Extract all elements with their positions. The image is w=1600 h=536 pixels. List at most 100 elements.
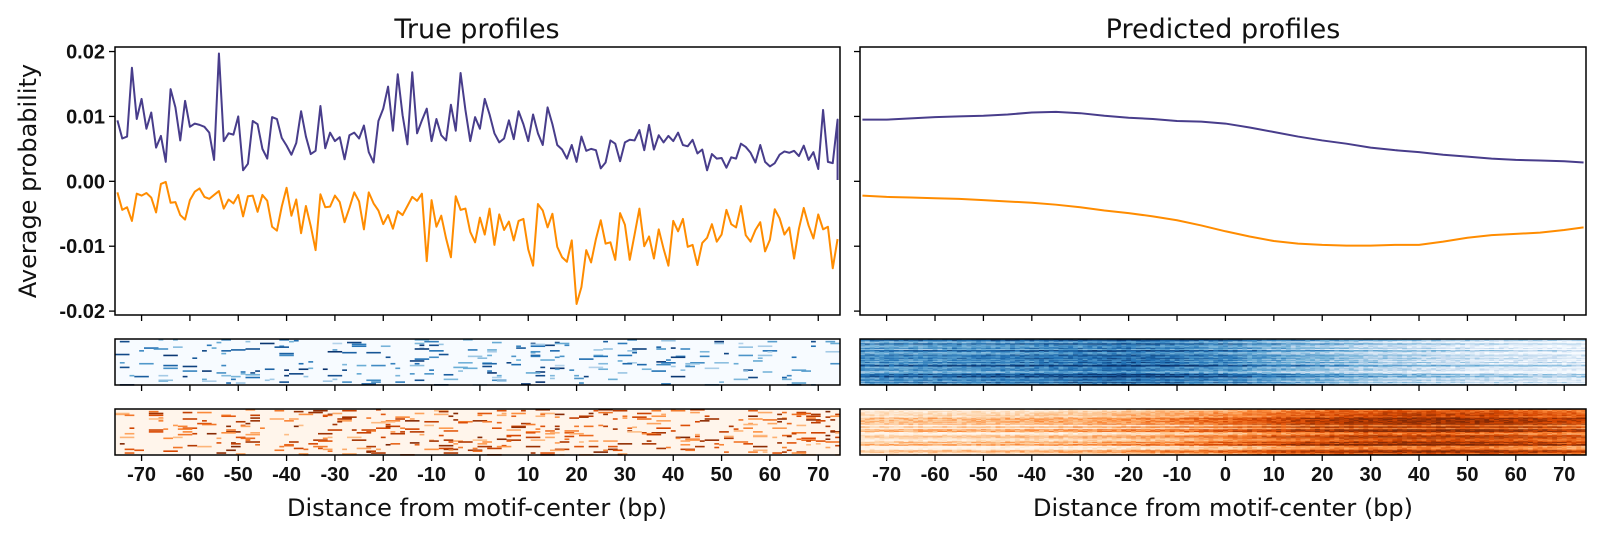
right-positive-heatmap-cell: [1024, 362, 1030, 364]
right-positive-heatmap-cell: [1411, 343, 1417, 345]
right-positive-heatmap-cell: [1029, 350, 1035, 352]
right-positive-heatmap-cell: [1242, 356, 1248, 358]
right-positive-heatmap-cell: [932, 342, 938, 344]
right-positive-heatmap-cell: [1465, 345, 1471, 347]
right-positive-heatmap-cell: [1213, 341, 1219, 343]
right-positive-heatmap-cell: [1440, 362, 1447, 364]
right-positive-heatmap-cell: [1377, 343, 1384, 345]
right-positive-heatmap-cell: [1373, 352, 1379, 355]
right-positive-heatmap-cell: [1537, 352, 1543, 355]
right-positive-heatmap-cell: [1111, 347, 1117, 349]
right-positive-heatmap-cell: [1431, 348, 1437, 350]
right-positive-heatmap-cell: [1145, 350, 1151, 353]
right-positive-heatmap-cell: [1285, 352, 1292, 355]
right-positive-heatmap-cell: [1256, 355, 1263, 357]
right-positive-heatmap-cell: [1164, 344, 1171, 346]
right-positive-heatmap-cell: [1435, 348, 1442, 350]
right-positive-heatmap-cell: [1392, 344, 1398, 346]
right-positive-heatmap-cell: [1005, 342, 1011, 344]
right-positive-heatmap-cell: [879, 353, 885, 355]
right-positive-heatmap-cell: [1281, 358, 1287, 360]
right-positive-heatmap-cell: [903, 347, 909, 349]
right-positive-heatmap-cell: [1271, 356, 1277, 358]
right-positive-heatmap-cell: [1082, 353, 1088, 355]
right-positive-heatmap-cell: [1043, 343, 1050, 345]
left-negative-heatmap-cell: [579, 415, 594, 418]
right-positive-heatmap-cell: [922, 355, 929, 357]
left-positive-heatmap-cell: [182, 370, 198, 372]
right-positive-heatmap-cell: [1455, 356, 1461, 358]
right-positive-heatmap-cell: [1373, 361, 1379, 363]
right-positive-heatmap-cell: [1019, 341, 1025, 343]
right-positive-heatmap-cell: [1005, 362, 1011, 365]
right-positive-heatmap-cell: [1285, 358, 1292, 360]
right-positive-heatmap-cell: [1363, 348, 1369, 350]
right-positive-heatmap-cell: [1155, 350, 1161, 353]
right-positive-heatmap-cell: [1102, 340, 1108, 343]
right-positive-heatmap-cell: [1281, 341, 1287, 343]
right-positive-heatmap-cell: [1213, 362, 1219, 364]
right-positive-heatmap-cell: [1295, 344, 1301, 346]
right-positive-heatmap-cell: [898, 361, 904, 363]
right-positive-heatmap-cell: [1561, 357, 1568, 359]
right-positive-heatmap-cell: [1542, 348, 1548, 350]
right-positive-heatmap-cell: [1169, 357, 1175, 359]
right-positive-heatmap-cell: [1387, 362, 1393, 364]
right-positive-heatmap-cell: [956, 340, 963, 343]
right-positive-heatmap-cell: [1252, 340, 1258, 343]
right-positive-heatmap-cell: [1503, 355, 1509, 357]
right-positive-heatmap-cell: [869, 358, 875, 360]
left-positive-heatmap-cell: [554, 368, 560, 371]
right-positive-heatmap-cell: [1077, 341, 1084, 343]
right-positive-heatmap-cell: [1339, 347, 1345, 349]
right-positive-heatmap-cell: [1208, 339, 1214, 342]
right-positive-heatmap-cell: [1489, 357, 1495, 359]
right-positive-heatmap-cell: [1010, 349, 1016, 351]
right-positive-heatmap-cell: [971, 353, 977, 355]
right-positive-heatmap-cell: [1039, 351, 1045, 354]
right-positive-heatmap-cell: [956, 358, 963, 360]
right-positive-heatmap-cell: [1005, 358, 1011, 360]
right-positive-heatmap-cell: [1310, 350, 1316, 352]
right-positive-heatmap-cell: [1445, 347, 1451, 349]
right-positive-heatmap-cell: [1261, 356, 1267, 358]
right-positive-heatmap-cell: [1469, 351, 1476, 354]
right-positive-heatmap-cell: [1397, 340, 1403, 343]
right-positive-heatmap-cell: [956, 350, 963, 353]
right-positive-heatmap-cell: [1319, 354, 1326, 356]
right-positive-heatmap-cell: [1087, 362, 1093, 365]
right-positive-heatmap-cell: [976, 348, 982, 350]
right-positive-heatmap-cell: [1474, 362, 1480, 365]
right-positive-heatmap-cell: [884, 353, 890, 355]
right-positive-heatmap-cell: [1097, 339, 1103, 342]
ytick-label: 0.01: [66, 106, 105, 128]
right-positive-heatmap-cell: [1503, 342, 1509, 344]
right-positive-heatmap-cell: [1208, 346, 1214, 348]
right-positive-heatmap-cell: [1276, 342, 1282, 344]
right-positive-heatmap-cell: [1039, 345, 1045, 347]
right-positive-heatmap-cell: [1411, 348, 1417, 350]
right-positive-heatmap-cell: [898, 359, 904, 361]
left-positive-heatmap-cell: [429, 369, 434, 371]
left-positive-heatmap-cell: [627, 362, 637, 364]
right-positive-heatmap-cell: [1014, 341, 1021, 343]
left-negative-heatmap-cell: [293, 410, 304, 413]
right-positive-heatmap-cell: [1102, 350, 1108, 352]
right-positive-heatmap-cell: [884, 364, 890, 366]
right-positive-heatmap-cell: [1131, 345, 1137, 347]
right-positive-heatmap-cell: [1126, 339, 1132, 342]
right-positive-heatmap-cell: [1043, 361, 1050, 363]
right-positive-heatmap-cell: [971, 341, 977, 343]
right-positive-heatmap-cell: [922, 357, 929, 359]
right-positive-heatmap-cell: [1344, 350, 1350, 353]
right-positive-heatmap-cell: [1043, 352, 1050, 355]
right-positive-heatmap-cell: [1126, 350, 1132, 353]
left-positive-heatmap-cell: [443, 378, 459, 381]
right-positive-heatmap-cell: [1344, 352, 1350, 355]
right-positive-heatmap-cell: [1218, 357, 1224, 359]
right-positive-heatmap-cell: [898, 340, 904, 343]
right-positive-heatmap-cell: [1421, 361, 1427, 363]
right-positive-heatmap-cell: [947, 364, 953, 366]
right-positive-heatmap-cell: [1247, 358, 1253, 360]
right-positive-heatmap-cell: [1024, 353, 1030, 355]
